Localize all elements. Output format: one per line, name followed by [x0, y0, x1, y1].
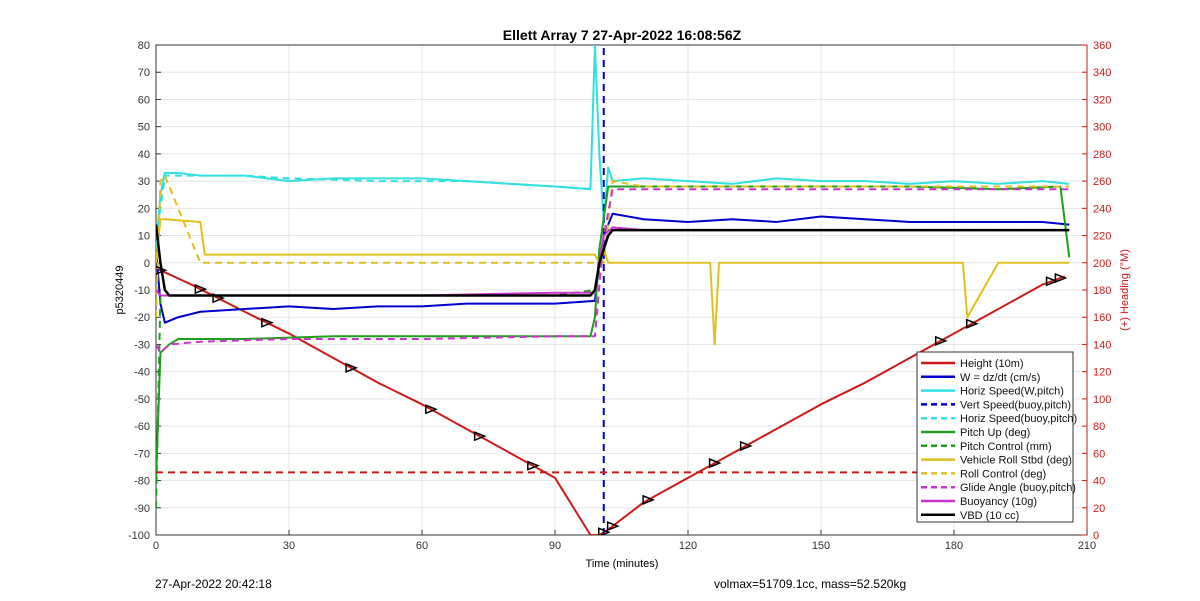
- height-marker: [965, 318, 979, 329]
- y-right-tick-label: 320: [1093, 94, 1111, 106]
- y-right-tick-label: 140: [1093, 339, 1111, 351]
- y-left-tick-label: 70: [138, 67, 150, 79]
- y-right-tick-label: 220: [1093, 231, 1111, 243]
- y-left-tick-label: -90: [134, 503, 150, 515]
- legend-entry: Vert Speed(buoy,pitch): [960, 399, 1071, 411]
- y-right-tick-label: 20: [1093, 503, 1105, 515]
- y-right-tick-label: 160: [1093, 312, 1111, 324]
- legend-entry: Height (10m): [960, 358, 1024, 370]
- y-left-tick-label: 20: [138, 203, 150, 215]
- y-axis-right-label: (+) Heading (°M): [1119, 249, 1131, 331]
- series-vehicle-roll-stbd-deg: [156, 218, 1070, 346]
- height-marker: [739, 440, 753, 452]
- series-horiz-speed-w-pitch: [156, 45, 1070, 250]
- y-right-tick-label: 40: [1093, 476, 1105, 488]
- y-right-tick-label: 120: [1093, 367, 1111, 379]
- x-tick-label: 180: [945, 540, 963, 552]
- height-marker: [708, 458, 722, 469]
- y-axis-left-label: p5320449: [114, 266, 126, 315]
- height-marker: [212, 293, 226, 304]
- x-tick-label: 60: [416, 540, 428, 552]
- height-marker: [194, 283, 208, 295]
- y-left-tick-label: 80: [138, 40, 150, 52]
- y-right-tick-label: 80: [1093, 421, 1105, 433]
- y-left-tick-label: -40: [134, 367, 150, 379]
- y-left-tick-label: 0: [144, 258, 150, 270]
- y-left-tick-label: -10: [134, 285, 150, 297]
- legend: Height (10m) W = dz/dt (cm/s) Horiz Speed(…: [916, 351, 1077, 523]
- y-left-tick-label: 60: [138, 94, 150, 106]
- legend-box: [916, 351, 1074, 523]
- y-right-tick-label: 60: [1093, 448, 1105, 460]
- height-marker: [598, 527, 611, 535]
- y-left-tick-label: -70: [134, 448, 150, 460]
- y-right-tick-label: 240: [1093, 203, 1111, 215]
- legend-entry: VBD (10 cc): [960, 510, 1019, 522]
- height-marker: [261, 317, 274, 328]
- series-buoyancy-10g: [156, 226, 1070, 297]
- height-marker: [425, 404, 438, 415]
- x-axis-label: Time (minutes): [586, 558, 659, 570]
- footer-stats: volmax=51709.1cc, mass=52.520kg: [714, 577, 907, 591]
- series-group: [156, 45, 1071, 535]
- series-vbd-10-cc: [156, 224, 1070, 297]
- series-roll-control-deg: [156, 174, 1070, 318]
- y-left-tick-label: -100: [128, 530, 150, 542]
- height-marker: [345, 362, 359, 373]
- legend-entry: Vehicle Roll Stbd (deg): [960, 455, 1072, 467]
- series-glide-angle-buoy-pitch: [156, 188, 1070, 354]
- legend-entry: Buoyancy (10g): [960, 496, 1037, 508]
- y-left-tick-label: 40: [138, 149, 150, 161]
- legend-entry: Pitch Up (deg): [960, 427, 1030, 439]
- y-right-tick-label: 180: [1093, 285, 1111, 297]
- y-left-tick-label: 50: [138, 122, 150, 134]
- height-marker: [156, 265, 168, 275]
- y-right-tick-label: 100: [1093, 394, 1111, 406]
- y-left-tick-label: -20: [134, 312, 150, 324]
- x-tick-label: 90: [549, 540, 561, 552]
- legend-entry: Roll Control (deg): [960, 468, 1046, 480]
- height-marker: [473, 431, 487, 442]
- x-tick-label: 0: [153, 540, 159, 552]
- y-left-tick-label: -80: [134, 476, 150, 488]
- x-tick-label: 30: [283, 540, 295, 552]
- y-right-tick-label: 340: [1093, 67, 1111, 79]
- y-right-tick-label: 0: [1093, 530, 1099, 542]
- footer-timestamp: 27-Apr-2022 20:42:18: [155, 577, 272, 591]
- height-marker: [642, 494, 656, 505]
- legend-entry: Pitch Control (mm): [960, 441, 1052, 453]
- height-marker: [1054, 272, 1068, 284]
- y-left-tick-label: -30: [134, 339, 150, 351]
- legend-entry: W = dz/dt (cm/s): [960, 372, 1040, 384]
- x-tick-label: 120: [679, 540, 697, 552]
- y-left-tick-label: 30: [138, 176, 150, 188]
- chart-title: Ellett Array 7 27-Apr-2022 16:08:56Z: [503, 27, 742, 43]
- y-left-tick-label: 10: [138, 231, 150, 243]
- y-left-tick-label: -60: [134, 421, 150, 433]
- height-marker: [934, 335, 948, 347]
- series-horiz-speed-buoy-pitch: [156, 174, 595, 250]
- height-marker: [1045, 276, 1059, 287]
- x-tick-label: 210: [1078, 540, 1096, 552]
- y-right-tick-label: 300: [1093, 122, 1111, 134]
- y-right-tick-label: 360: [1093, 40, 1111, 52]
- legend-entry: Horiz Speed(buoy,pitch): [960, 413, 1077, 425]
- legend-entry: Glide Angle (buoy,pitch): [960, 482, 1076, 494]
- x-tick-label: 150: [812, 540, 830, 552]
- y-right-tick-label: 260: [1093, 176, 1111, 188]
- y-right-tick-label: 280: [1093, 149, 1111, 161]
- legend-entry: Horiz Speed(W,pitch): [960, 386, 1064, 398]
- height-marker: [606, 521, 620, 532]
- y-right-tick-label: 200: [1093, 258, 1111, 270]
- height-marker: [527, 460, 540, 471]
- y-left-tick-label: -50: [134, 394, 150, 406]
